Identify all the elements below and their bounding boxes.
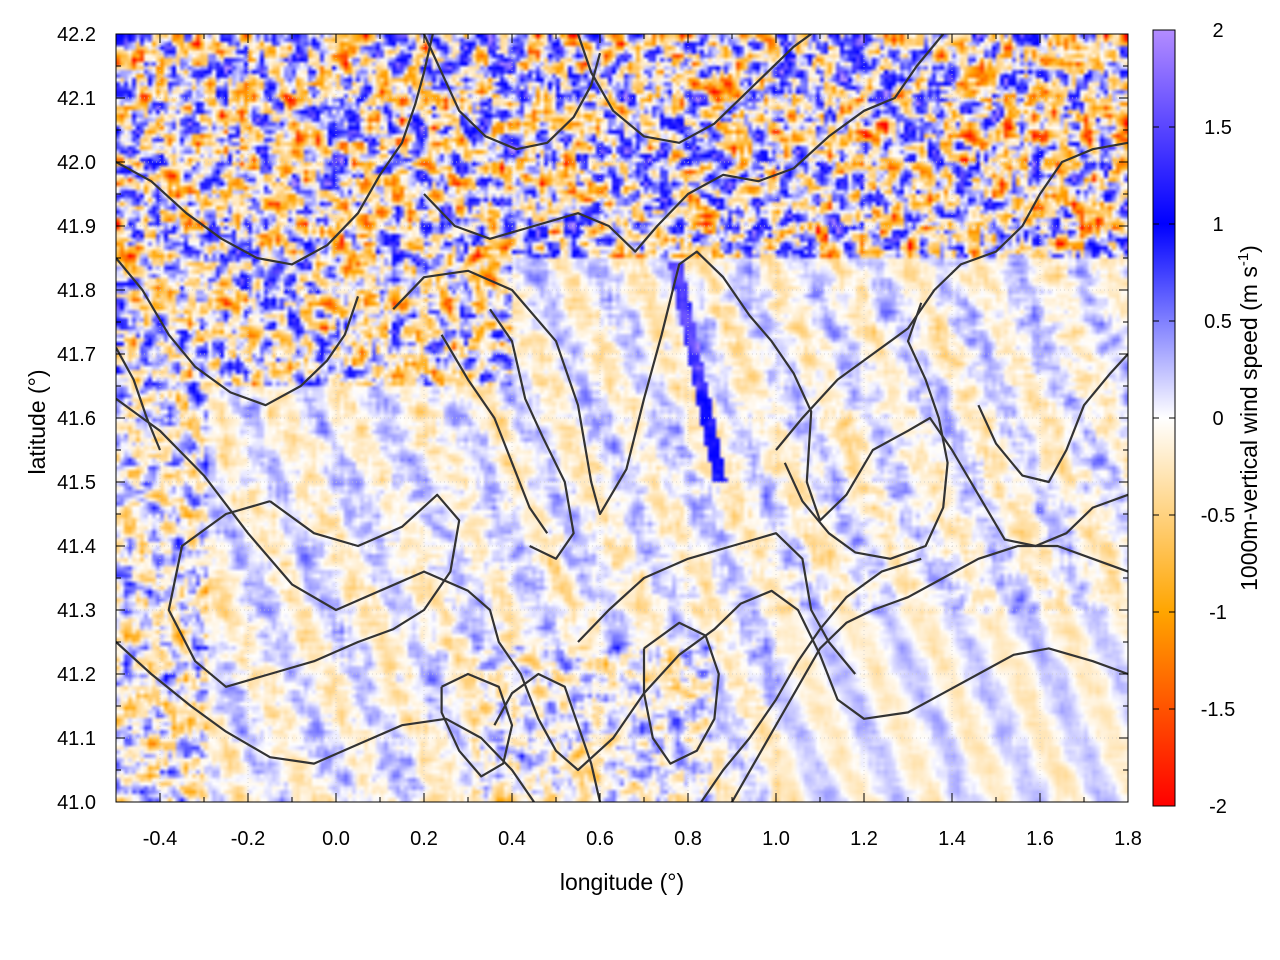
y-tick-label: 42.0 — [57, 152, 96, 174]
x-tick-label: 0.0 — [322, 828, 350, 850]
contour-line — [700, 557, 922, 802]
contour-line — [577, 532, 857, 675]
y-tick-label: 41.2 — [57, 664, 96, 686]
x-tick-label: 1.0 — [762, 828, 790, 850]
y-tick-label: 41.5 — [57, 472, 96, 494]
colorbar-tick-label: 2 — [1212, 20, 1223, 42]
x-axis-label: longitude (°) — [560, 869, 684, 895]
y-tick-label: 41.3 — [57, 600, 96, 622]
colorbar-tick-label: 0.5 — [1204, 311, 1232, 333]
contour-line — [167, 493, 461, 688]
colorbar-ticks: -2 -1.5 -1 -0.5 0 0.5 1 1.5 2 — [1153, 20, 1235, 818]
y-tick-label: 41.7 — [57, 344, 96, 366]
x-tick-label: 1.2 — [850, 828, 878, 850]
contour-line — [116, 34, 434, 266]
x-tick-label: 0.6 — [586, 828, 614, 850]
contour-line — [423, 34, 602, 151]
contour-line — [493, 672, 602, 802]
y-tick-label: 41.4 — [57, 536, 96, 558]
contour-line — [775, 141, 1128, 451]
x-tick-label: 1.6 — [1026, 828, 1054, 850]
y-tick-label: 41.1 — [57, 728, 96, 750]
colorbar-tick-label: -2 — [1209, 796, 1227, 818]
contour-lines — [116, 34, 1128, 802]
colorbar-tick-label: 1 — [1212, 214, 1223, 236]
y-tick-label: 42.2 — [57, 24, 96, 46]
contour-line — [116, 641, 535, 802]
colorbar-label-end: ) — [1236, 245, 1262, 253]
contour-line — [440, 672, 514, 778]
colorbar-tick-label: -1 — [1209, 602, 1227, 624]
colorbar-tick-label: -1.5 — [1201, 699, 1235, 721]
colorbar-tick-label: 1.5 — [1204, 117, 1232, 139]
x-tick-label: 0.8 — [674, 828, 702, 850]
contour-line — [116, 397, 1128, 772]
contour-line — [489, 308, 575, 560]
contour-line — [731, 544, 1128, 802]
colorbar-tick-label: -0.5 — [1201, 505, 1235, 527]
x-tick-label: 0.2 — [410, 828, 438, 850]
contour-line — [392, 250, 1128, 548]
contour-line — [783, 302, 949, 560]
y-axis-label: latitude (°) — [24, 369, 50, 474]
x-tick-label: -0.2 — [231, 828, 265, 850]
contour-line — [423, 34, 945, 253]
x-tick-label: 0.4 — [498, 828, 526, 850]
colorbar-label-sup: -1 — [1235, 253, 1252, 266]
y-tick-label: 41.9 — [57, 216, 96, 238]
y-tick-label: 41.6 — [57, 408, 96, 430]
y-tick-label: 41.0 — [57, 792, 96, 814]
contour-line — [977, 353, 1128, 484]
contour-line — [576, 34, 812, 144]
y-axis-ticks: 41.0 41.1 41.2 41.3 41.4 41.5 41.6 41.7 41.8 41.9… — [57, 24, 1128, 814]
x-axis-ticks: -0.4 -0.2 0.0 0.2 0.4 0.6 0.8 1.0 1.2 1.4 1.6 1.8 — [115, 34, 1142, 850]
x-tick-label: -0.4 — [143, 828, 177, 850]
colorbar-label: 1000m-vertical wind speed (m s-1) — [1235, 245, 1262, 591]
x-tick-label: 1.4 — [938, 828, 966, 850]
x-tick-label: 1.8 — [1114, 828, 1142, 850]
colorbar-label-main: 1000m-vertical wind speed (m s — [1236, 266, 1262, 591]
contour-line — [440, 334, 549, 534]
contour-line — [642, 621, 720, 765]
contour-line — [116, 347, 162, 451]
y-tick-label: 41.8 — [57, 280, 96, 302]
contour-line — [116, 257, 360, 407]
y-tick-label: 42.1 — [57, 88, 96, 110]
colorbar-tick-label: 0 — [1212, 408, 1223, 430]
